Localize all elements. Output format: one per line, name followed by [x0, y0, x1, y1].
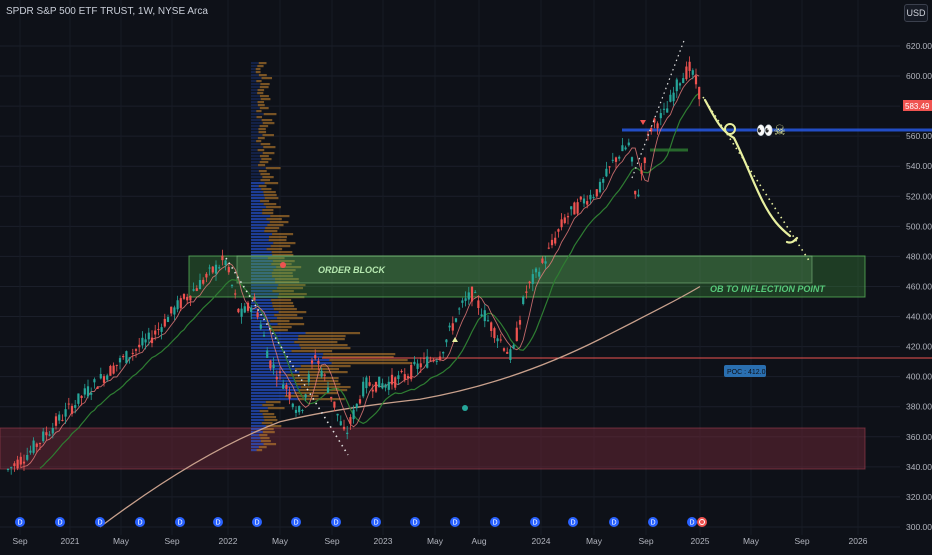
price-tick: 340.00 [906, 462, 932, 472]
time-tick: May [586, 536, 603, 546]
time-tick: May [113, 536, 130, 546]
svg-text:D: D [650, 520, 655, 527]
time-tick: Sep [324, 536, 339, 546]
dividend-event-icon[interactable]: D [331, 517, 341, 527]
svg-text:D: D [689, 520, 694, 527]
signal-dot-red[interactable] [280, 262, 286, 268]
price-tick: 620.00 [906, 41, 932, 51]
poc-label: POC : 412.05 [727, 369, 770, 376]
time-tick: Aug [471, 536, 486, 546]
price-tick: 460.00 [906, 281, 932, 291]
dividend-event-icon[interactable]: D [252, 517, 262, 527]
svg-text:D: D [97, 520, 102, 527]
support-zone[interactable] [0, 428, 865, 469]
time-tick: Sep [638, 536, 653, 546]
svg-text:D: D [333, 520, 338, 527]
dividend-event-icon[interactable]: D [648, 517, 658, 527]
dividend-event-icon[interactable]: D [568, 517, 578, 527]
time-axis[interactable]: Sep 2021 May Sep 2022 May Sep 2023 May Aug 2024 May… [12, 536, 867, 546]
svg-text:D: D [532, 520, 537, 527]
price-tick: 320.00 [906, 492, 932, 502]
earnings-event-icon[interactable] [697, 517, 707, 527]
svg-text:D: D [17, 520, 22, 527]
dividend-event-icon[interactable]: D [371, 517, 381, 527]
price-tick: 380.00 [906, 402, 932, 412]
price-tick: 440.00 [906, 312, 932, 322]
price-tick: 560.00 [906, 131, 932, 141]
dividend-event-icon[interactable]: D [55, 517, 65, 527]
dividend-event-icon[interactable]: D [609, 517, 619, 527]
time-tick: 2022 [219, 536, 238, 546]
svg-text:D: D [373, 520, 378, 527]
time-tick: Sep [794, 536, 809, 546]
svg-text:D: D [293, 520, 298, 527]
price-tick: 300.00 [906, 522, 932, 532]
dividend-event-icon[interactable]: D [15, 517, 25, 527]
svg-text:D: D [177, 520, 182, 527]
dividend-event-icon[interactable]: D [135, 517, 145, 527]
dividend-event-icon[interactable]: D [450, 517, 460, 527]
price-tick: 500.00 [906, 221, 932, 231]
dividend-event-icon[interactable]: D [687, 517, 697, 527]
time-tick: May [427, 536, 444, 546]
time-tick: Sep [164, 536, 179, 546]
dividend-event-icon[interactable]: D [213, 517, 223, 527]
time-tick: May [743, 536, 760, 546]
price-tick: 420.00 [906, 342, 932, 352]
svg-text:D: D [412, 520, 417, 527]
currency-button[interactable]: USD [904, 4, 928, 22]
event-markers[interactable]: DDDDDDDDDDDDDDDDDD [15, 517, 707, 527]
dividend-event-icon[interactable]: D [490, 517, 500, 527]
symbol-title: SPDR S&P 500 ETF TRUST, 1W, NYSE Arca [6, 6, 208, 17]
price-tick: 520.00 [906, 191, 932, 201]
projection-dotted-line [703, 97, 810, 262]
uptrend-dotted-line [632, 38, 685, 178]
dividend-event-icon[interactable]: D [530, 517, 540, 527]
svg-text:D: D [137, 520, 142, 527]
time-tick: May [272, 536, 289, 546]
time-tick: Sep [12, 536, 27, 546]
poc-badge[interactable]: POC : 412.05 [724, 365, 770, 377]
price-axis[interactable]: 620.00600.00580.00560.00540.00520.00500.… [906, 41, 932, 532]
svg-text:D: D [57, 520, 62, 527]
price-tick: 540.00 [906, 161, 932, 171]
order-block-label: ORDER BLOCK [318, 265, 386, 275]
signal-dot-teal[interactable] [462, 405, 468, 411]
svg-text:D: D [492, 520, 497, 527]
dividend-event-icon[interactable]: D [95, 517, 105, 527]
last-price-value: 583.49 [905, 102, 930, 111]
time-tick: 2021 [61, 536, 80, 546]
peak-marker[interactable] [640, 120, 646, 125]
last-price-tag[interactable]: 583.49 [903, 100, 932, 111]
dividend-event-icon[interactable]: D [410, 517, 420, 527]
svg-text:D: D [611, 520, 616, 527]
price-tick: 480.00 [906, 251, 932, 261]
price-tick: 600.00 [906, 71, 932, 81]
svg-text:D: D [215, 520, 220, 527]
signal-triangle[interactable] [452, 337, 458, 342]
time-tick: 2024 [532, 536, 551, 546]
time-tick: 2026 [849, 536, 868, 546]
eyes-skull-emoji: 👀☠ [756, 123, 786, 139]
price-tick: 360.00 [906, 432, 932, 442]
dividend-event-icon[interactable]: D [175, 517, 185, 527]
price-tick: 400.00 [906, 372, 932, 382]
ob-inflection-label: OB TO INFLECTION POINT [710, 284, 826, 294]
dividend-event-icon[interactable]: D [291, 517, 301, 527]
svg-text:D: D [570, 520, 575, 527]
svg-text:D: D [254, 520, 259, 527]
svg-text:D: D [452, 520, 457, 527]
time-tick: 2025 [691, 536, 710, 546]
time-tick: 2023 [374, 536, 393, 546]
